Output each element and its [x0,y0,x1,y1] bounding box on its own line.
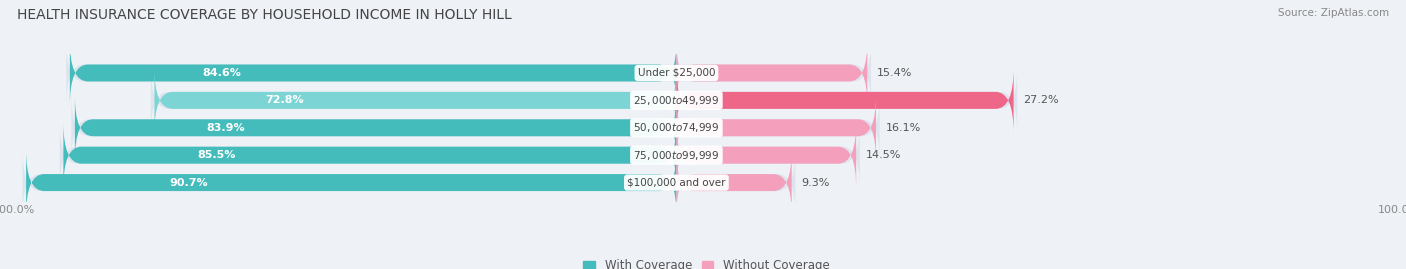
Text: 84.6%: 84.6% [202,68,240,78]
FancyBboxPatch shape [70,40,676,106]
FancyBboxPatch shape [63,123,676,188]
FancyBboxPatch shape [676,150,792,215]
Text: $25,000 to $49,999: $25,000 to $49,999 [633,94,720,107]
Text: 90.7%: 90.7% [169,178,208,187]
FancyBboxPatch shape [155,68,676,133]
FancyBboxPatch shape [22,150,796,215]
Text: HEALTH INSURANCE COVERAGE BY HOUSEHOLD INCOME IN HOLLY HILL: HEALTH INSURANCE COVERAGE BY HOUSEHOLD I… [17,8,512,22]
Text: 27.2%: 27.2% [1024,95,1059,105]
Text: 14.5%: 14.5% [866,150,901,160]
FancyBboxPatch shape [676,123,856,188]
Text: 16.1%: 16.1% [886,123,921,133]
Text: $50,000 to $74,999: $50,000 to $74,999 [633,121,720,134]
Text: 72.8%: 72.8% [266,95,304,105]
FancyBboxPatch shape [676,40,868,106]
FancyBboxPatch shape [676,68,1014,133]
FancyBboxPatch shape [60,123,860,188]
Legend: With Coverage, Without Coverage: With Coverage, Without Coverage [579,255,834,269]
Text: 83.9%: 83.9% [205,123,245,133]
Text: 15.4%: 15.4% [877,68,912,78]
FancyBboxPatch shape [75,95,676,160]
Text: Source: ZipAtlas.com: Source: ZipAtlas.com [1278,8,1389,18]
Text: $75,000 to $99,999: $75,000 to $99,999 [633,149,720,162]
Text: Under $25,000: Under $25,000 [638,68,716,78]
FancyBboxPatch shape [27,150,676,215]
Text: $100,000 and over: $100,000 and over [627,178,725,187]
FancyBboxPatch shape [150,68,1017,133]
Text: 9.3%: 9.3% [801,178,830,187]
FancyBboxPatch shape [66,40,870,106]
FancyBboxPatch shape [676,95,876,160]
FancyBboxPatch shape [72,95,880,160]
Text: 85.5%: 85.5% [197,150,236,160]
